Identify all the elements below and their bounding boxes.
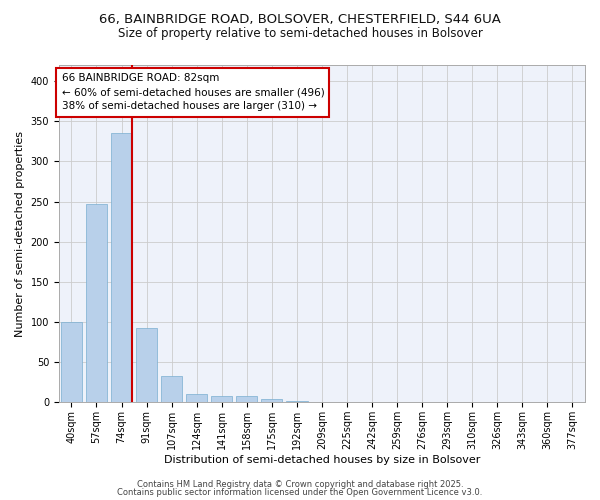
Bar (186, 394, 208, 402)
Bar (86, 204, 107, 402)
Text: Contains HM Land Registry data © Crown copyright and database right 2025.: Contains HM Land Registry data © Crown c… (137, 480, 463, 489)
Bar (261, 399, 283, 402)
Bar (111, 134, 132, 402)
Text: 66 BAINBRIDGE ROAD: 82sqm
← 60% of semi-detached houses are smaller (496)
38% of: 66 BAINBRIDGE ROAD: 82sqm ← 60% of semi-… (62, 74, 324, 112)
Text: Size of property relative to semi-detached houses in Bolsover: Size of property relative to semi-detach… (118, 28, 482, 40)
Bar (61, 322, 82, 402)
Bar (236, 396, 257, 402)
Y-axis label: Number of semi-detached properties: Number of semi-detached properties (15, 130, 25, 336)
Bar (286, 400, 308, 402)
Text: Contains public sector information licensed under the Open Government Licence v3: Contains public sector information licen… (118, 488, 482, 497)
Bar (136, 328, 157, 402)
Bar (161, 376, 182, 402)
X-axis label: Distribution of semi-detached houses by size in Bolsover: Distribution of semi-detached houses by … (164, 455, 480, 465)
Bar (211, 396, 232, 402)
Text: 66, BAINBRIDGE ROAD, BOLSOVER, CHESTERFIELD, S44 6UA: 66, BAINBRIDGE ROAD, BOLSOVER, CHESTERFI… (99, 12, 501, 26)
